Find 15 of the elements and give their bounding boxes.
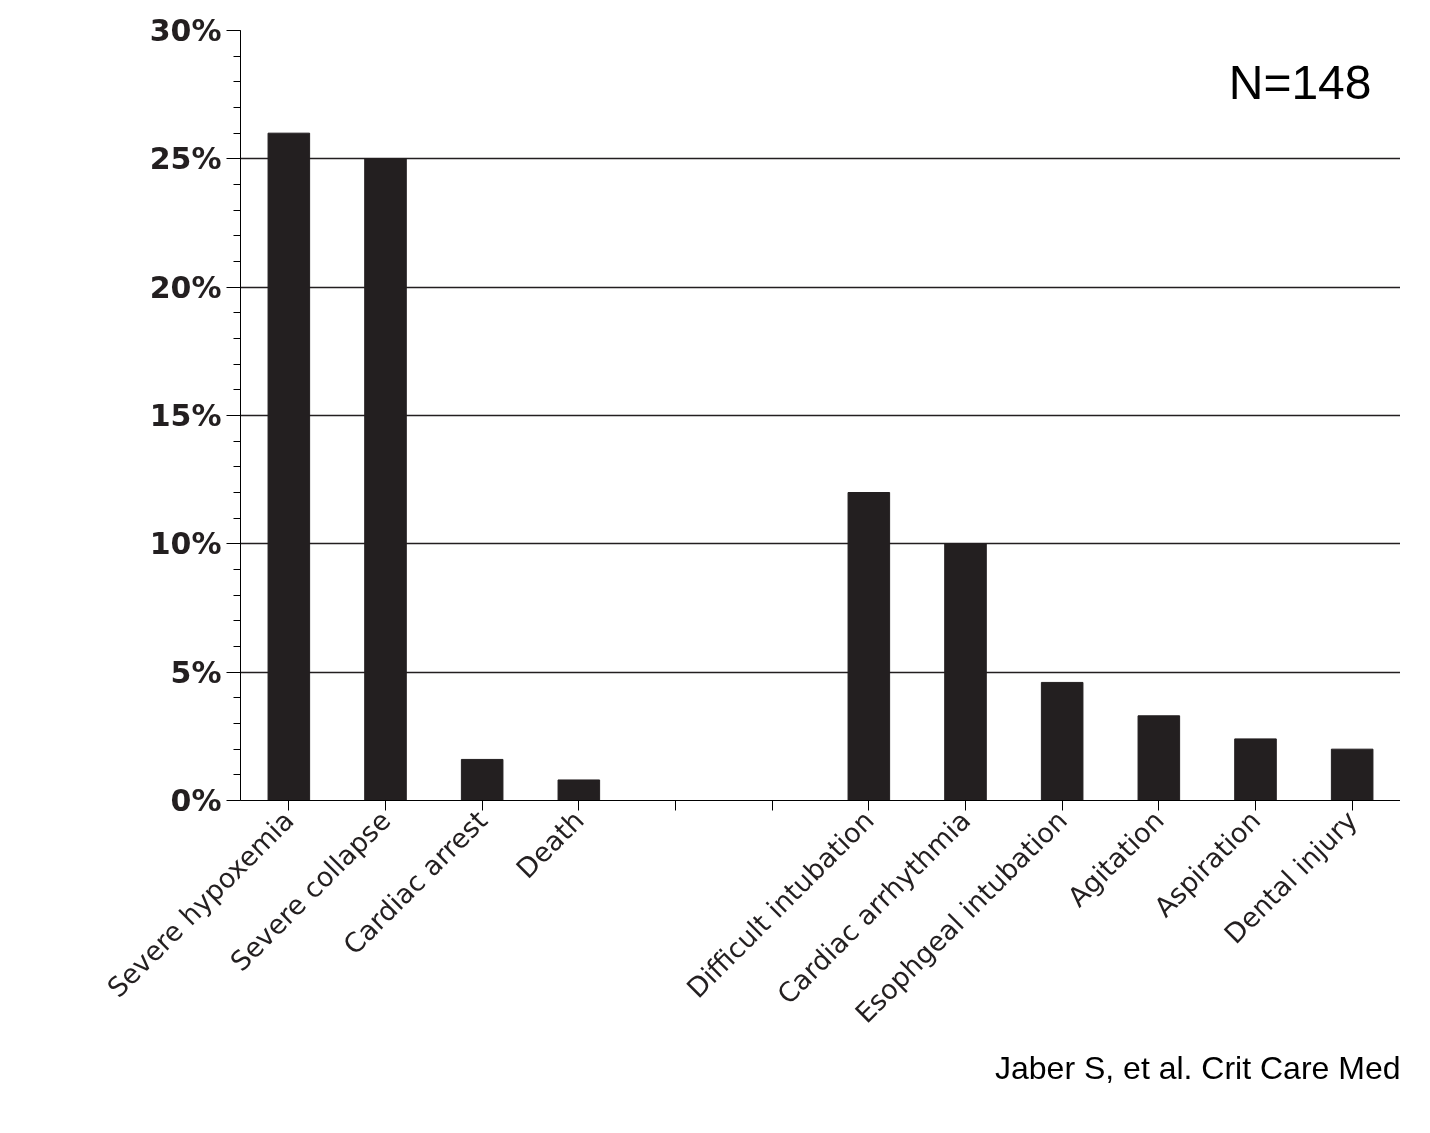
y-tick-label: 15% [149, 398, 222, 433]
bar [1330, 748, 1374, 801]
y-tick-label: 10% [149, 526, 222, 562]
bar [1137, 715, 1181, 801]
bar [557, 779, 601, 801]
y-tick-label: 5% [170, 654, 222, 690]
bar [1040, 681, 1084, 801]
y-tick-label: 30% [149, 13, 222, 48]
y-tick-label: 0% [170, 783, 222, 818]
text: Jaber S, et al. Crit Care Med [995, 1049, 1401, 1086]
bar [460, 758, 504, 801]
annotation: N=148 [1228, 56, 1372, 110]
y-tick-label: 20% [149, 269, 222, 305]
bar [1234, 738, 1277, 801]
y-tick-label: 25% [149, 141, 222, 177]
